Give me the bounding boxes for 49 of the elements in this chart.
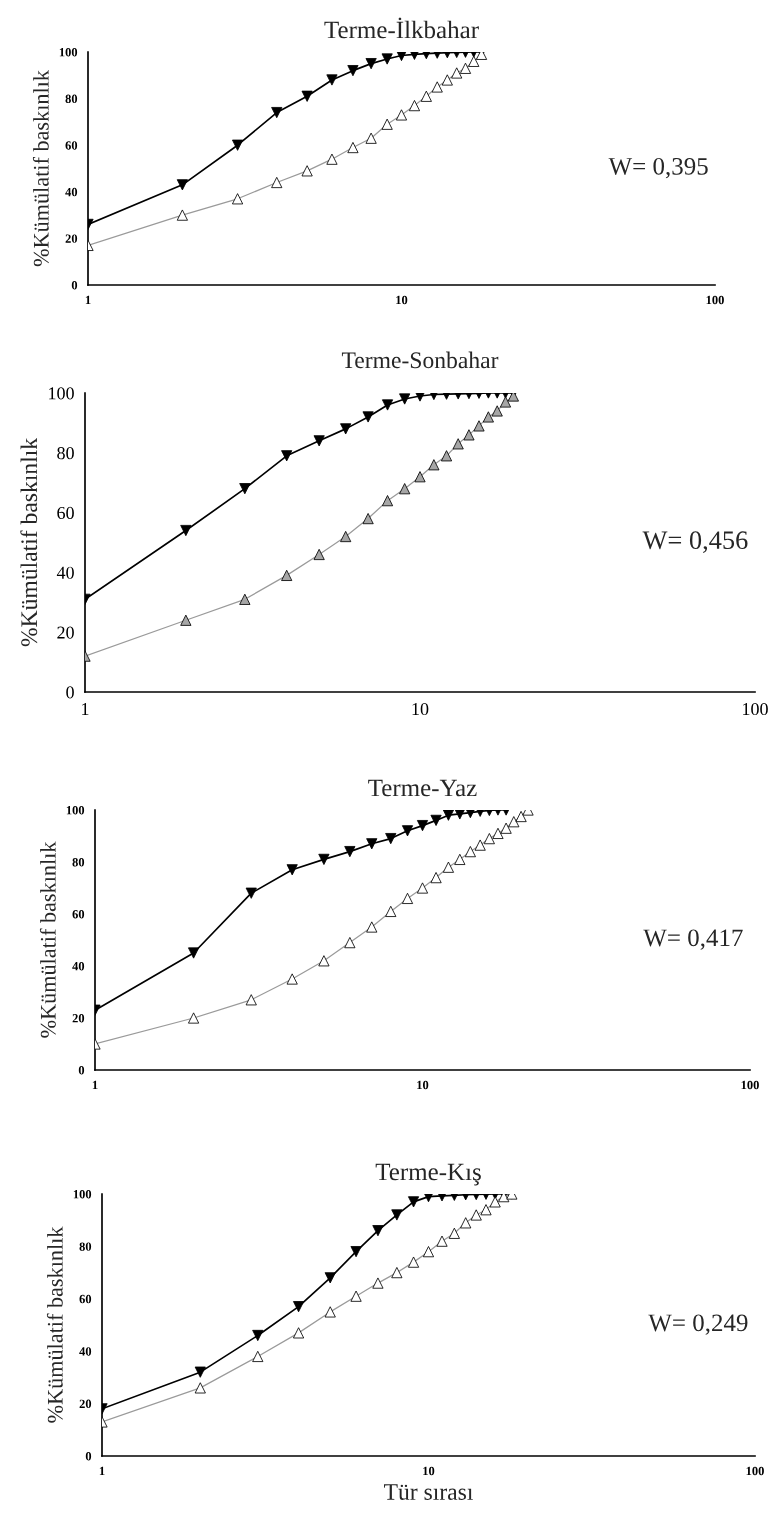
y-tick-label: 0 [78, 1066, 85, 1075]
x-tick-label: 1 [99, 1466, 105, 1476]
x-axis-title: Tür sırası [384, 1484, 473, 1500]
y-tick-label: 100 [59, 48, 78, 57]
y-tick-label: 60 [72, 910, 85, 919]
annotation: W= 0,417 [643, 929, 743, 950]
y-axis-title: %Kümülatif baskınlık [32, 70, 49, 267]
y-tick-label: 60 [65, 141, 78, 150]
y-tick-label: 80 [72, 858, 85, 867]
y-tick-label: 40 [72, 962, 85, 971]
y-tick-label: 80 [65, 94, 78, 104]
x-tick-label: 1 [85, 295, 91, 305]
x-tick-label: 10 [396, 295, 408, 305]
y-axis-title: %Kümülatif baskınlık [46, 1226, 63, 1423]
y-tick-label: 80 [57, 447, 74, 460]
y-tick-label: 40 [65, 187, 78, 197]
y-tick-label: 60 [57, 506, 74, 520]
annotation: W= 0,395 [608, 157, 708, 179]
y-axis-title: %Kümülatif baskınlık [39, 841, 56, 1038]
annotation: W= 0,249 [648, 1314, 748, 1335]
x-tick-label: 100 [706, 295, 724, 305]
y-tick-label: 100 [73, 1190, 92, 1199]
y-tick-label: 40 [56, 566, 74, 579]
chart-title: Terme-Sonbahar [341, 351, 499, 369]
y-tick-label: 80 [79, 1242, 92, 1251]
chart-title: Terme-İlkbahar [324, 17, 479, 39]
annotation: W= 0,456 [642, 531, 748, 553]
x-tick-label: 1 [82, 703, 89, 715]
x-tick-label: 100 [741, 1080, 759, 1090]
y-tick-label: 0 [71, 281, 78, 290]
x-tick-label: 10 [417, 1080, 429, 1090]
x-tick-label: 10 [412, 702, 429, 716]
y-tick-label: 20 [57, 626, 74, 639]
x-tick-label: 100 [746, 1466, 764, 1476]
y-tick-label: 0 [66, 686, 74, 699]
y-tick-label: 100 [49, 387, 74, 400]
y-tick-label: 20 [65, 234, 78, 243]
chart-title: Terme-Yaz [368, 779, 477, 797]
y-axis-title: %Kümülatif baskınlık [20, 437, 38, 647]
x-tick-label: 100 [743, 702, 768, 716]
y-tick-label: 60 [79, 1294, 92, 1304]
chart-title: Terme-Kış [375, 1163, 481, 1186]
y-tick-label: 20 [72, 1014, 85, 1023]
x-tick-label: 10 [423, 1466, 435, 1476]
y-tick-label: 0 [85, 1452, 92, 1461]
y-tick-label: 20 [79, 1399, 92, 1409]
y-tick-label: 100 [66, 806, 85, 815]
y-tick-label: 40 [79, 1347, 92, 1356]
x-tick-label: 1 [92, 1080, 98, 1090]
